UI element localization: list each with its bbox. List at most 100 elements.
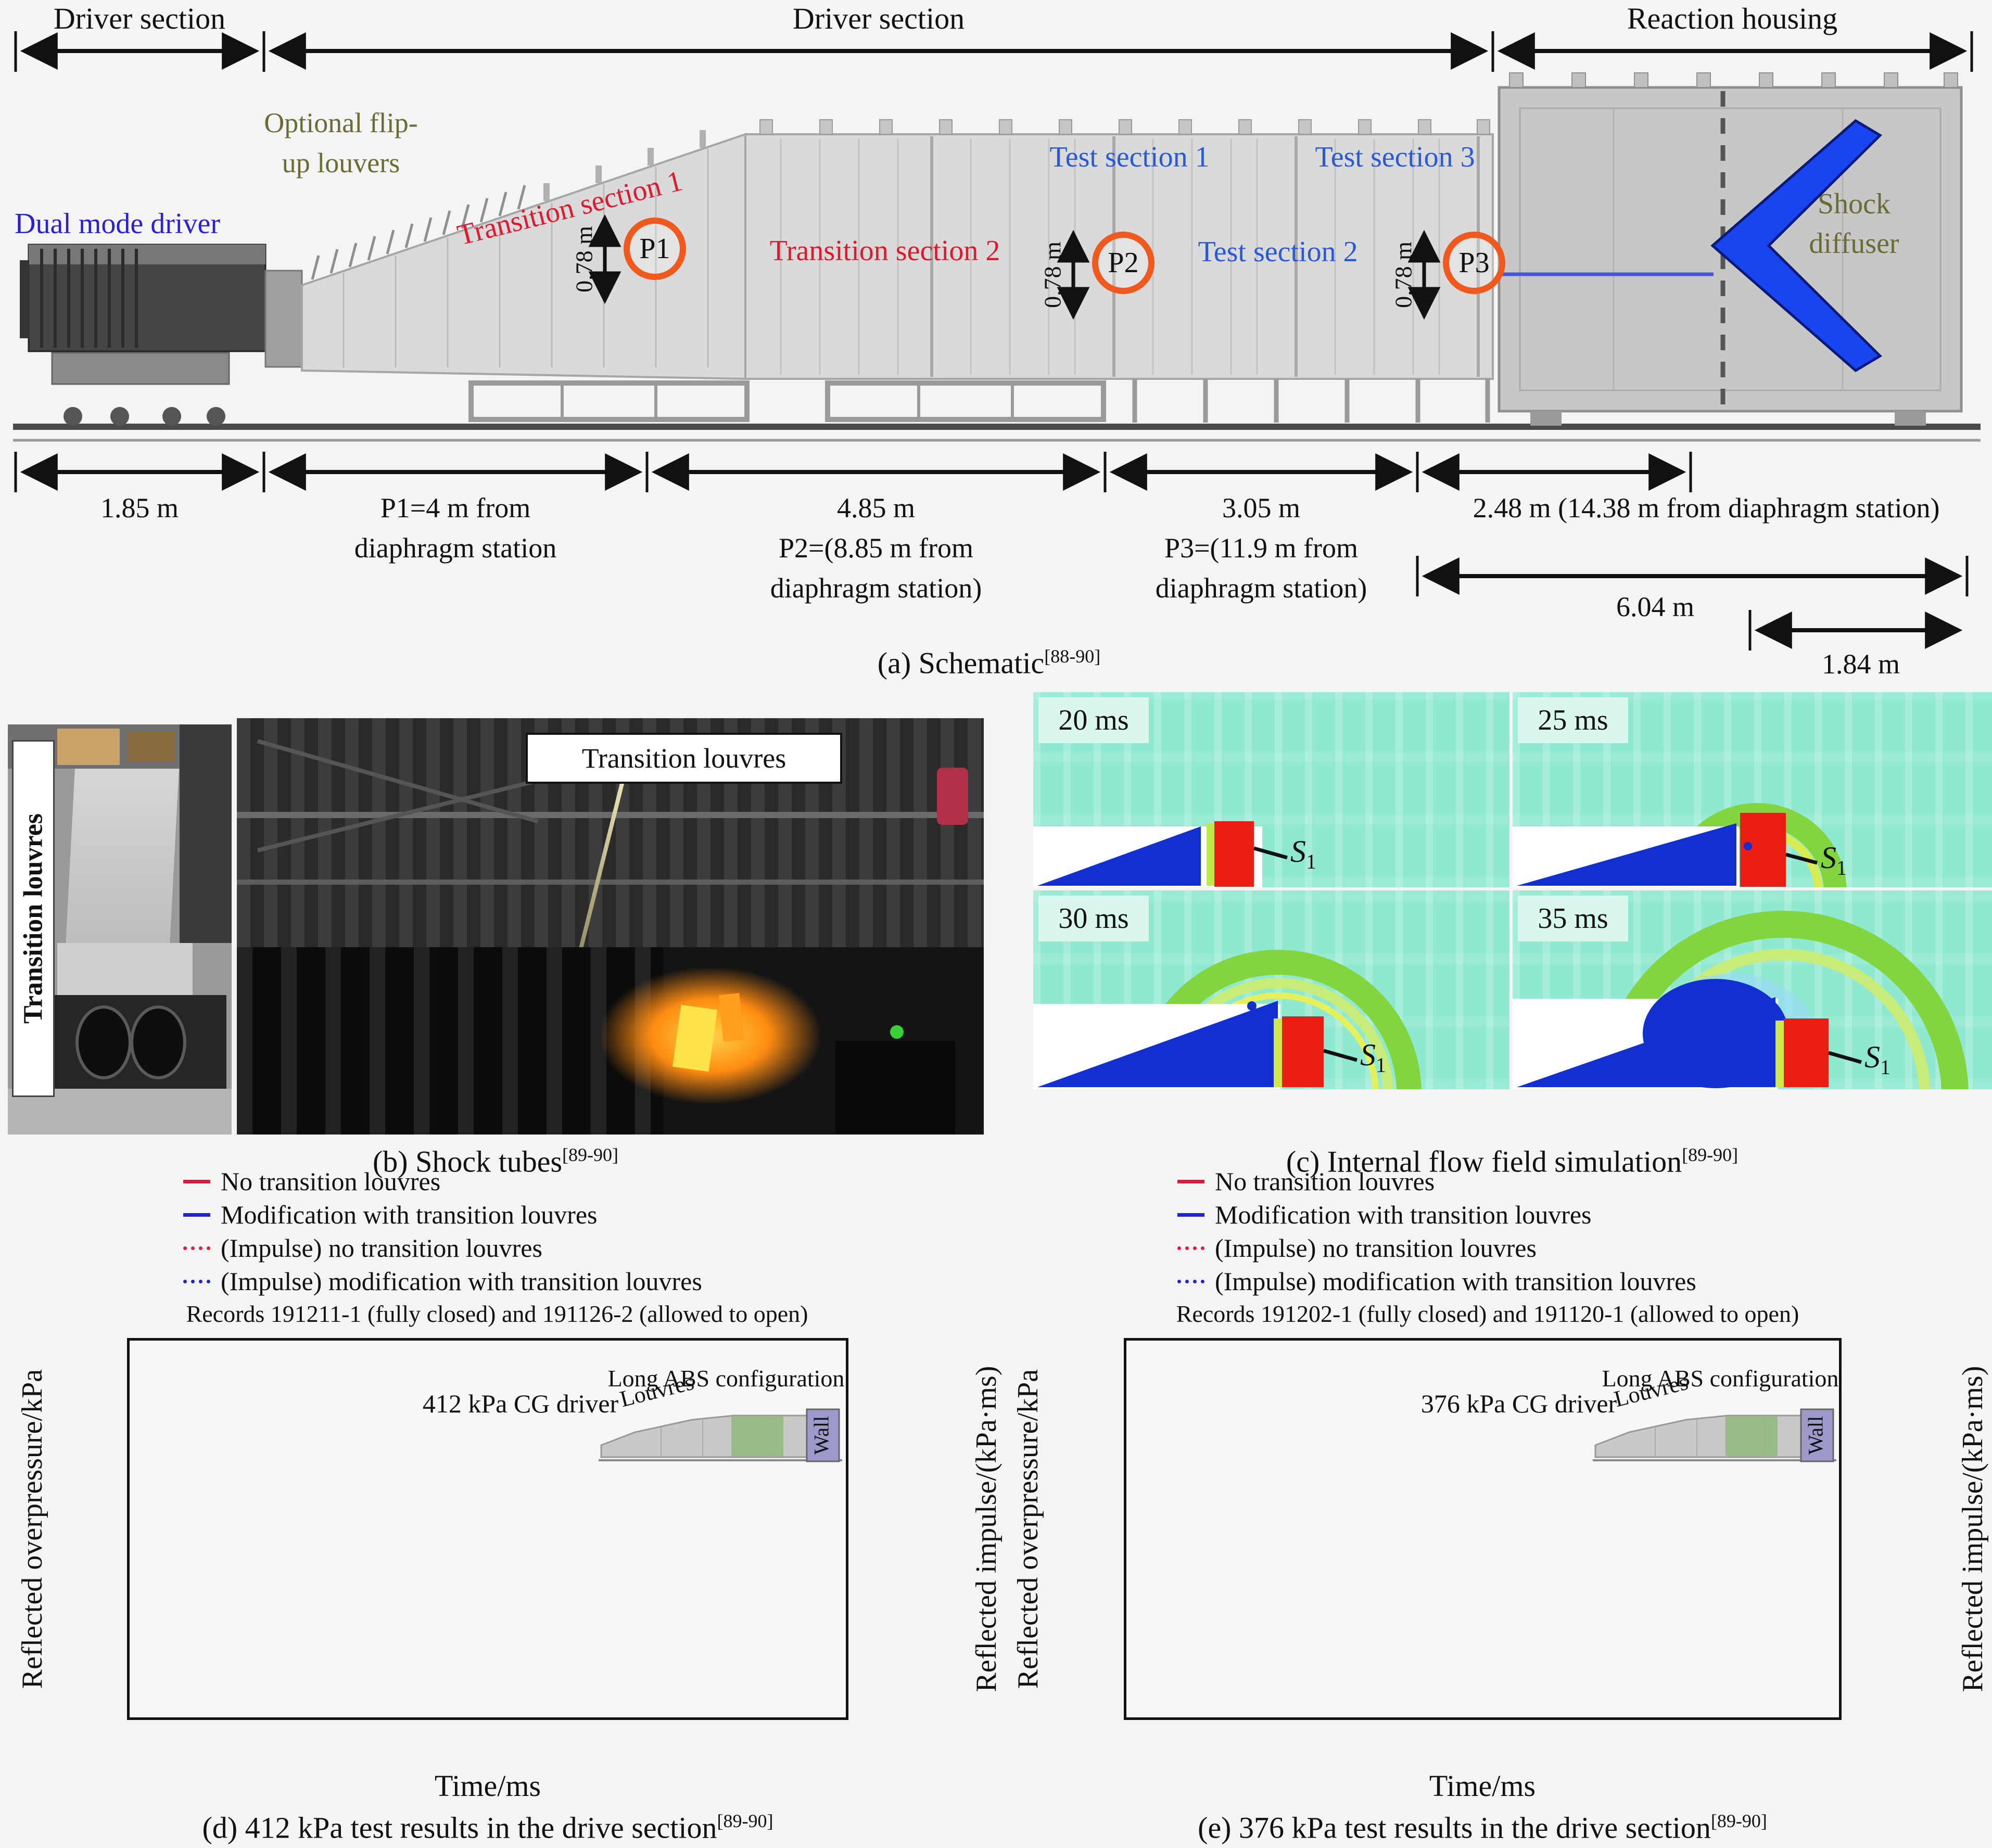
caption-panel-a: (a) Schematic[88-90] xyxy=(877,646,1101,680)
sim-time-label: 25 ms xyxy=(1518,697,1628,743)
sim-s1-label: S1 xyxy=(1864,1040,1891,1079)
photo-label-strip: Transition louvres xyxy=(12,740,55,1097)
sim-s1-label: S1 xyxy=(1360,1038,1386,1077)
ground-rail xyxy=(13,424,1981,442)
label-p3: P3 xyxy=(1458,247,1490,279)
bottom-dimension-arrows xyxy=(14,452,1969,651)
dim-p3-line2: diaphragm station) xyxy=(1155,572,1367,604)
chart-e-inset-title: Long ABS configuration xyxy=(1602,1365,1839,1392)
chart-d-inset-schematic xyxy=(599,1408,842,1462)
legend-chart-d: No transition louvres Modification with … xyxy=(183,1165,702,1298)
legend-item: (Impulse) no transition louvres xyxy=(183,1231,702,1265)
chart-d-xlabel: Time/ms xyxy=(434,1769,541,1803)
caption-panel-b: (b) Shock tubes[89-90] xyxy=(372,1144,619,1179)
louver-fins xyxy=(311,185,526,280)
photo-left-label: Transition louvres xyxy=(18,813,48,1024)
supports xyxy=(468,379,1490,423)
sim-time-label: 30 ms xyxy=(1038,896,1149,941)
label-height-078-p1: 0.78 m xyxy=(570,226,598,292)
reaction-housing xyxy=(1498,72,1963,426)
label-height-078-p2: 0.78 m xyxy=(1039,241,1066,308)
sim-frame-35ms: 35 ms S1 xyxy=(1513,890,1992,1089)
label-p2: P2 xyxy=(1108,247,1139,279)
chart-412kpa-plot-area xyxy=(127,1338,848,1720)
dim-p1-line2: diaphragm station xyxy=(354,532,557,564)
photo-shock-tube-interior: Transition louvres xyxy=(237,718,984,1135)
chart-e-xlabel: Time/ms xyxy=(1429,1769,1536,1803)
label-dual-mode-driver: Dual mode driver xyxy=(15,208,220,240)
records-line-chart-e: Records 191202-1 (fully closed) and 1911… xyxy=(1176,1301,1799,1327)
dim-6-04: 6.04 m xyxy=(1616,591,1695,622)
chart-d-inset-wall-label: Wall xyxy=(809,1416,833,1455)
chart-e-inset-wall-label: Wall xyxy=(1804,1416,1828,1455)
legend-label: (Impulse) no transition louvres xyxy=(221,1233,542,1263)
sim-25ms-field xyxy=(1513,803,1847,887)
caption-panel-c: (c) Internal flow field simulation[89-90… xyxy=(1286,1144,1739,1179)
legend-chart-e: No transition louvres Modification with … xyxy=(1177,1165,1696,1298)
sim-time-label: 35 ms xyxy=(1518,896,1628,941)
sim-s1-label: S1 xyxy=(1821,840,1847,880)
sim-30ms-field xyxy=(1033,950,1422,1089)
legend-label: No transition louvres xyxy=(221,1167,441,1196)
legend-label: No transition louvres xyxy=(1215,1167,1435,1196)
solid-red-line-icon xyxy=(1177,1179,1204,1183)
chart-e-annotation: 376 kPa CG driver xyxy=(1420,1389,1617,1418)
dim-p3-line1: P3=(11.9 m from xyxy=(1164,532,1358,564)
height-dimension-arrows xyxy=(588,214,1441,320)
photo-shock-tube-overhead: Transition louvres xyxy=(8,724,232,1135)
label-height-078-p3: 0.78 m xyxy=(1390,241,1417,308)
label-test-section-3: Test section 3 xyxy=(1315,141,1475,173)
legend-item: (Impulse) no transition louvres xyxy=(1177,1231,1696,1265)
shock-tube-schematic xyxy=(13,31,1981,651)
chart-d-right-axis-title: Reflected impulse/(kPa·ms) xyxy=(970,1366,1003,1692)
header-reaction-housing: Reaction housing xyxy=(1627,2,1838,35)
dim-2-48: 2.48 m (14.38 m from diaphragm station) xyxy=(1473,492,1940,524)
sim-s1-label: S1 xyxy=(1290,834,1316,873)
dim-3-05: 3.05 m xyxy=(1222,492,1301,524)
sim-35ms-field xyxy=(1513,911,1969,1089)
solid-blue-line-icon xyxy=(1177,1213,1204,1217)
caption-panel-d: (d) 412 kPa test results in the drive se… xyxy=(202,1811,773,1845)
dim-1-85: 1.85 m xyxy=(100,492,179,524)
dim-1-84: 1.84 m xyxy=(1821,648,1900,680)
label-optional-louvers-line1: Optional flip- xyxy=(264,107,418,138)
legend-item: No transition louvres xyxy=(183,1165,702,1198)
label-test-section-2: Test section 2 xyxy=(1198,236,1358,268)
sim-frame-25ms: 25 ms S1 xyxy=(1513,692,1992,887)
dotted-red-line-icon xyxy=(1177,1246,1204,1250)
sim-time-label: 20 ms xyxy=(1038,697,1149,743)
pressure-gauge-rings xyxy=(624,218,1505,294)
legend-item: Modification with transition louvres xyxy=(183,1198,702,1231)
legend-label: (Impulse) modification with transition l… xyxy=(1215,1267,1696,1296)
top-studs xyxy=(759,119,1490,135)
header-driver-section-2: Driver section xyxy=(792,2,965,35)
dim-p2-line1: P2=(8.85 m from xyxy=(779,532,973,564)
legend-label: (Impulse) modification with transition l… xyxy=(221,1267,702,1296)
main-tube xyxy=(468,119,1494,423)
dual-mode-driver-body xyxy=(20,244,303,426)
dotted-blue-line-icon xyxy=(183,1279,210,1283)
legend-label: Modification with transition louvres xyxy=(1215,1200,1592,1229)
label-p1: P1 xyxy=(639,233,670,265)
label-test-section-1: Test section 1 xyxy=(1049,141,1210,173)
dim-p1-line1: P1=4 m from xyxy=(380,492,531,524)
solid-blue-line-icon xyxy=(183,1213,210,1217)
chart-e-left-axis-title: Reflected overpressure/kPa xyxy=(1012,1369,1044,1689)
legend-label: (Impulse) no transition louvres xyxy=(1215,1233,1537,1263)
chart-e-inset-schematic xyxy=(1593,1408,1836,1462)
photo-right-label: Transition louvres xyxy=(526,733,842,784)
sim-frame-30ms: 30 ms S1 xyxy=(1033,890,1509,1089)
legend-item: (Impulse) modification with transition l… xyxy=(183,1265,702,1298)
label-transition-section-2: Transition section 2 xyxy=(769,235,1000,267)
legend-item: (Impulse) modification with transition l… xyxy=(1177,1265,1696,1298)
top-dimension-arrows xyxy=(14,31,1973,72)
legend-label: Modification with transition louvres xyxy=(221,1200,598,1229)
chart-e-right-axis-title: Reflected impulse/(kPa·ms) xyxy=(1957,1366,1989,1692)
shock-diffuser-chevron xyxy=(1710,119,1883,373)
records-line-chart-d: Records 191211-1 (fully closed) and 1911… xyxy=(186,1301,808,1327)
legend-item: No transition louvres xyxy=(1177,1165,1696,1198)
slope-posts xyxy=(543,130,706,201)
chart-d-left-axis-title: Reflected overpressure/kPa xyxy=(16,1369,48,1689)
chart-d-inset-title: Long ABS configuration xyxy=(607,1365,845,1392)
